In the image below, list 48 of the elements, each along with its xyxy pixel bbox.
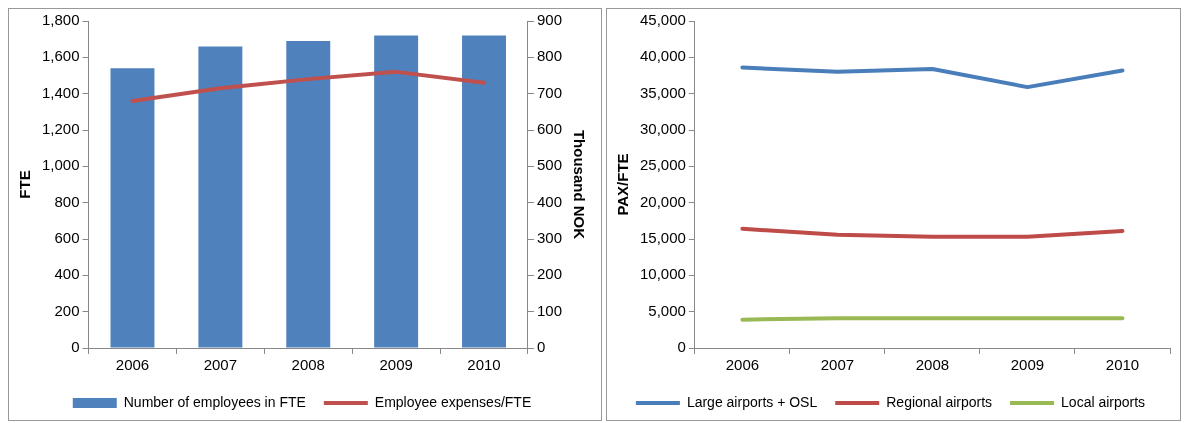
y-tick-label: 35,000 [639, 83, 686, 101]
y-tick-label: 0 [677, 338, 686, 356]
y-axis-title: FTE [16, 170, 34, 199]
y-tick-label: 1,600 [41, 47, 80, 65]
y-tick-label: 200 [54, 301, 80, 319]
y2-tick-label: 900 [536, 11, 562, 29]
y2-tick-label: 600 [536, 120, 562, 138]
y-tick-label: 0 [71, 338, 80, 356]
x-tick-label: 2007 [820, 356, 855, 374]
y-tick-label: 45,000 [639, 11, 686, 29]
y-tick-label: 1,200 [41, 120, 80, 138]
legend-label: Regional airports [886, 393, 993, 410]
y-tick-label: 1,400 [41, 83, 80, 101]
y2-tick-label: 0 [536, 338, 546, 356]
y2-tick-label: 200 [536, 265, 562, 283]
y2-tick-label: 300 [536, 229, 562, 247]
x-tick-label: 2009 [379, 356, 413, 374]
y2-tick-label: 700 [536, 83, 562, 101]
legend-label: Employee expenses/FTE [374, 393, 532, 410]
legend-label: Number of employees in FTE [123, 393, 306, 410]
y-tick-label: 800 [54, 192, 80, 210]
y-tick-label: 15,000 [639, 229, 686, 247]
legend-label: Local airports [1061, 393, 1146, 410]
y-tick-label: 600 [54, 229, 80, 247]
x-tick-label: 2010 [467, 356, 501, 374]
legend-label: Large airports + OSL [686, 393, 818, 410]
x-tick-label: 2008 [291, 356, 325, 374]
y-tick-label: 10,000 [639, 265, 686, 283]
x-tick-label: 2008 [915, 356, 950, 374]
y-tick-label: 40,000 [639, 47, 686, 65]
y-axis-title: PAX/FTE [614, 153, 632, 216]
x-tick-label: 2010 [1105, 356, 1140, 374]
y2-axis-title: Thousand NOK [570, 129, 588, 240]
y-tick-label: 20,000 [639, 192, 686, 210]
x-tick-label: 2009 [1010, 356, 1045, 374]
y-tick-label: 25,000 [639, 156, 686, 174]
y-tick-label: 5,000 [648, 301, 686, 319]
y2-tick-label: 100 [536, 301, 562, 319]
x-tick-label: 2006 [725, 356, 760, 374]
y2-tick-label: 400 [536, 192, 562, 210]
y2-tick-label: 800 [536, 47, 562, 65]
y-tick-label: 400 [54, 265, 80, 283]
x-tick-label: 2006 [115, 356, 150, 374]
x-tick-label: 2007 [203, 356, 238, 374]
y-tick-label: 30,000 [639, 120, 686, 138]
y2-tick-label: 500 [536, 156, 562, 174]
y-tick-label: 1,800 [41, 11, 80, 29]
y-tick-label: 1,000 [41, 156, 80, 174]
